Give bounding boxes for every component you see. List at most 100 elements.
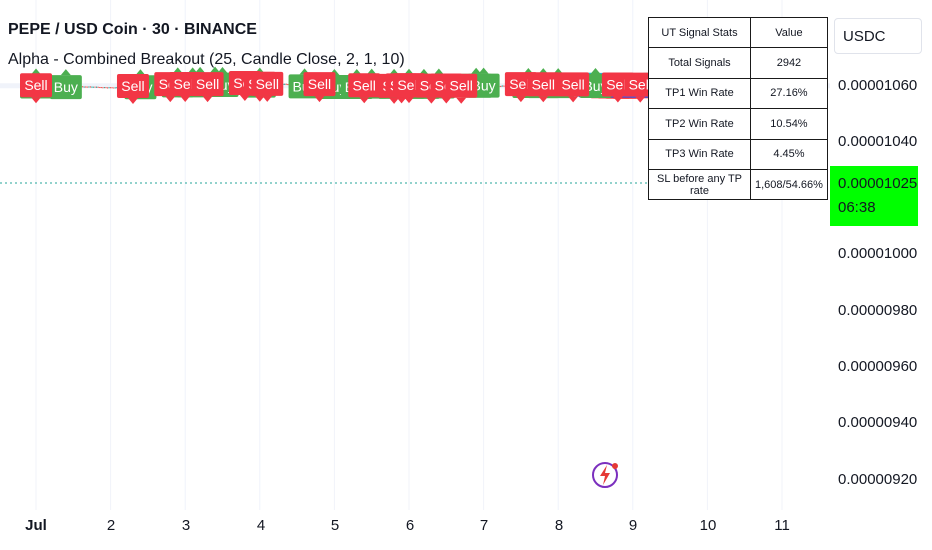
sell-label-bg: [527, 72, 560, 97]
buy-label-pointer: [210, 66, 221, 73]
sell-label: Sell: [303, 72, 336, 103]
candle-body: [103, 87, 105, 89]
currency-selector[interactable]: USDC: [834, 18, 922, 54]
price-axis-label: 0.00000980: [838, 302, 918, 319]
sell-label-pointer: [254, 95, 265, 102]
stats-header-value: Value: [750, 16, 828, 49]
buy-label-bg: [49, 75, 82, 100]
candle-body: [92, 86, 95, 88]
stats-row-value: 2942: [750, 47, 828, 79]
price-axis-label: 0.00000920: [838, 471, 918, 488]
candle-body: [501, 85, 503, 87]
date-axis-label: 5: [330, 517, 340, 534]
candle-body: [85, 86, 87, 88]
lightning-logo-icon[interactable]: [592, 456, 626, 496]
price-axis-label: 0.00001000: [838, 245, 918, 262]
buy-label-pointer: [172, 67, 183, 74]
candle-body: [94, 86, 96, 88]
sell-label-pointer: [239, 95, 250, 102]
stats-row-value: 1,608/54.66%: [750, 168, 828, 201]
candle-body: [83, 86, 85, 88]
stats-row-name: TP2 Win Rate: [648, 108, 751, 140]
indicator-title[interactable]: Alpha - Combined Breakout (25, Candle Cl…: [8, 51, 405, 68]
sell-label-text: Sell: [606, 77, 629, 93]
date-axis-label: 4: [256, 517, 266, 534]
buy-label-pointer: [433, 68, 444, 75]
stats-row: TP2 Win Rate 10.54%: [648, 108, 828, 140]
stats-row-value: 27.16%: [750, 77, 828, 110]
price-axis-label: 0.00000940: [838, 414, 918, 431]
sell-label-pointer: [165, 96, 176, 103]
candle-body: [105, 87, 107, 89]
stats-header-row: UT Signal Stats Value: [648, 16, 828, 49]
candle-body: [113, 87, 115, 89]
candle-body: [88, 86, 90, 88]
sell-label-pointer: [404, 97, 414, 104]
stats-row-name: Total Signals: [648, 47, 751, 79]
sell-label-text: Sell: [532, 76, 555, 92]
stats-row: Total Signals 2942: [648, 47, 828, 79]
candle-body: [99, 87, 101, 89]
stats-row-name: SL before any TP rate: [648, 168, 751, 201]
candle-body: [91, 86, 93, 88]
price-axis-label: 0.00000960: [838, 358, 918, 375]
candle-body: [86, 86, 88, 88]
sell-label-bg: [20, 73, 52, 98]
stats-header-name: UT Signal Stats: [648, 16, 751, 49]
sell-label-pointer: [612, 96, 623, 103]
stats-row-name: TP1 Win Rate: [648, 77, 751, 110]
candle-body: [100, 87, 102, 89]
sell-label: Sell: [527, 72, 560, 103]
sell-label-pointer: [262, 95, 273, 102]
sell-label: Sell: [348, 73, 381, 104]
candle-body: [102, 87, 104, 89]
signals-layer: TP1TP2TP3TP1TP2TP3TP1TP2TP3TP1TP2TP1SLTP…: [20, 66, 695, 104]
candle-body: [287, 84, 289, 86]
sell-label-pointer: [389, 97, 400, 104]
date-axis-label: 6: [405, 517, 415, 534]
sell-label-pointer: [314, 96, 325, 103]
stats-row: TP3 Win Rate 4.45%: [648, 138, 828, 170]
sell-label-bg: [557, 72, 590, 97]
date-axis-label: 9: [628, 517, 638, 534]
candle-body: [110, 87, 112, 89]
sell-label-pointer: [635, 96, 646, 103]
sell-label-text: Sell: [121, 78, 144, 94]
buy-label-text: Buy: [472, 78, 496, 94]
buy-label-pointer: [195, 66, 206, 73]
sell-label-pointer: [127, 97, 138, 104]
symbol-title[interactable]: PEPE / USD Coin · 30 · BINANCE: [8, 21, 257, 38]
sell-label-text: Sell: [629, 77, 652, 93]
sell-label-pointer: [515, 96, 526, 103]
date-axis-label: Jul: [25, 517, 47, 534]
sell-label-text: Sell: [509, 76, 532, 92]
sell-label-text: Sell: [353, 77, 376, 93]
buy-label-pointer: [217, 67, 228, 74]
sell-label-pointer: [456, 97, 467, 104]
date-axis-label: 8: [554, 517, 564, 534]
candle-body: [106, 87, 109, 89]
candle-body: [284, 83, 286, 85]
sell-label-bg: [303, 72, 336, 97]
candle-body: [97, 86, 99, 88]
sell-label-text: Sell: [308, 76, 331, 92]
stats-row-value: 4.45%: [750, 138, 828, 170]
sell-label-pointer: [180, 96, 191, 103]
sell-label-bg: [445, 73, 478, 98]
current-price-tag: 0.00001025 06:38: [830, 166, 918, 226]
candle-body: [503, 85, 505, 87]
sell-label-pointer: [568, 96, 579, 103]
price-axis-label: 0.00001040: [838, 133, 918, 150]
candle-body: [108, 87, 110, 89]
candle-body: [96, 86, 98, 88]
sell-label-pointer: [396, 97, 407, 104]
candle-body: [114, 87, 116, 89]
date-axis-label: 7: [479, 517, 489, 534]
sell-label-pointer: [202, 96, 213, 103]
sell-label-pointer: [359, 97, 370, 104]
date-axis-label: 2: [106, 517, 116, 534]
buy-label-text: Buy: [54, 79, 78, 95]
sell-label-pointer: [538, 96, 549, 103]
buy-label-pointer: [135, 69, 146, 76]
date-axis-label: 10: [699, 517, 717, 534]
